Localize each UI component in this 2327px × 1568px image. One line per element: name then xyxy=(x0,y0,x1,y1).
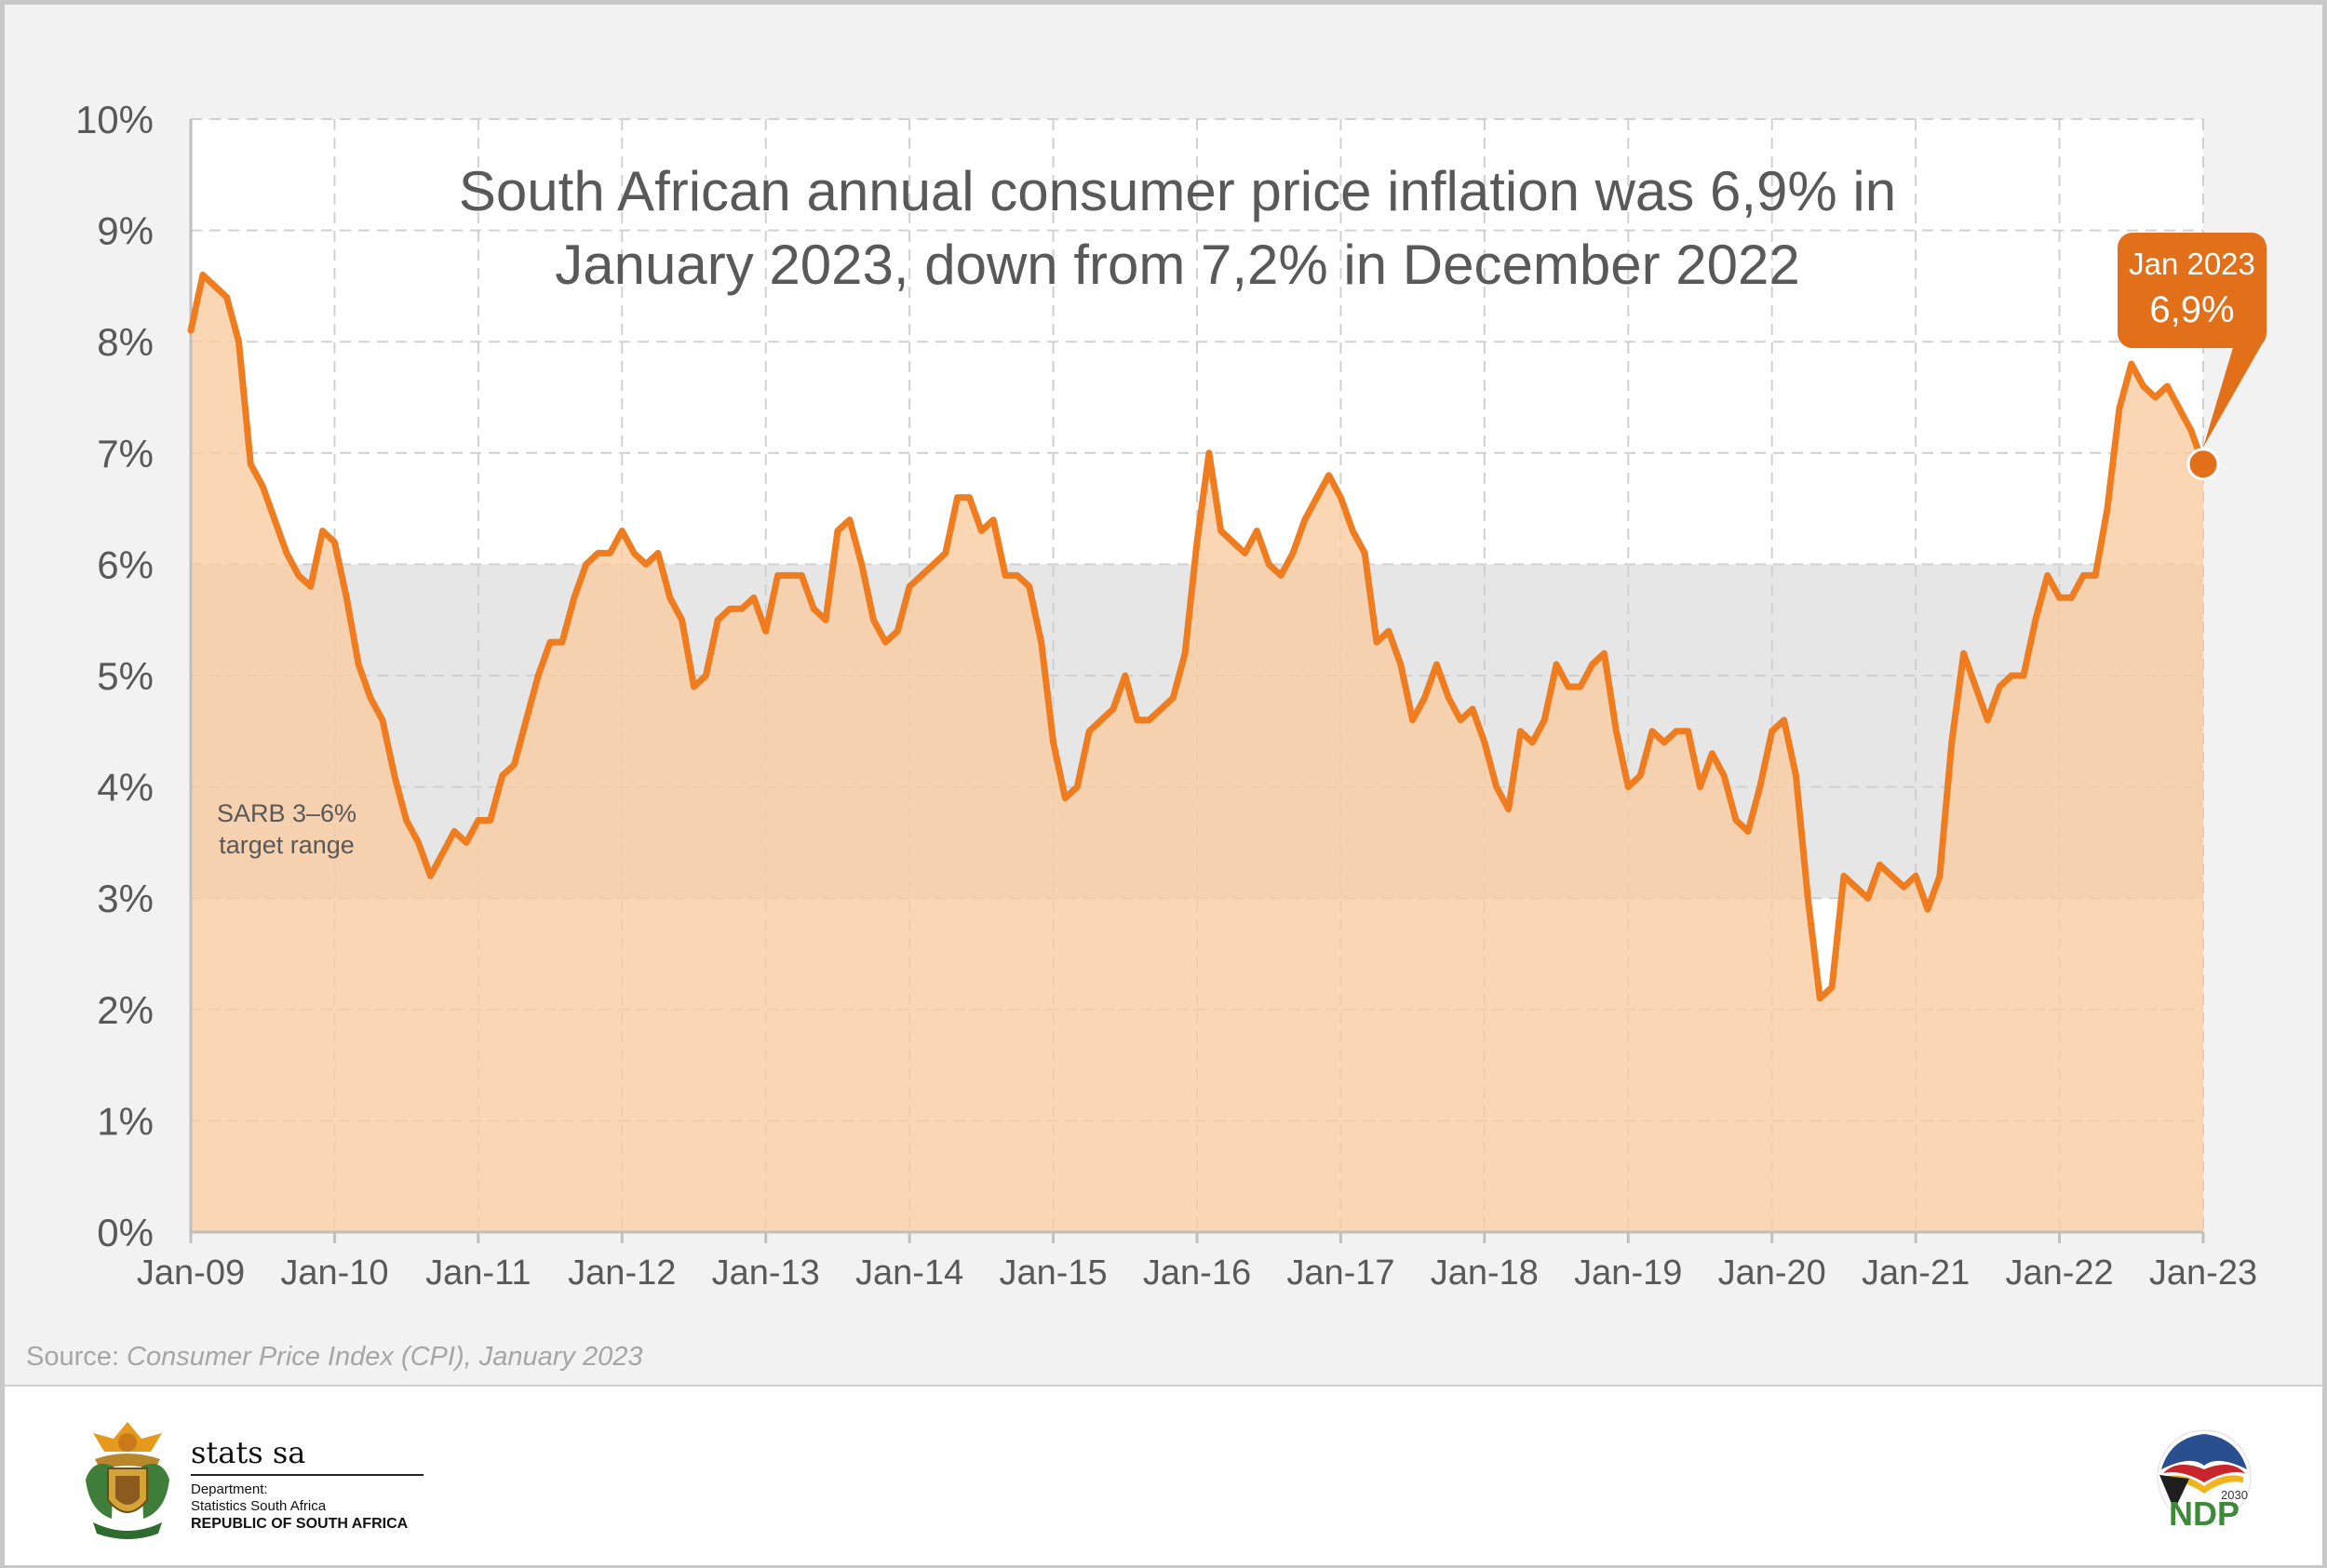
chart-title-line-2: January 2023, down from 7,2% in December… xyxy=(555,234,1799,296)
series-line xyxy=(187,271,2207,1002)
y-tick-label: 1% xyxy=(97,1099,154,1143)
brand-name: stats sa xyxy=(191,1435,424,1476)
ndp-year: 2030 xyxy=(2221,1488,2248,1502)
coat-of-arms-logo xyxy=(86,1422,169,1539)
brand-agency: Statistics South Africa xyxy=(191,1498,327,1514)
brand-department: Department: xyxy=(191,1481,268,1497)
y-tick-label: 8% xyxy=(97,320,154,364)
x-tick-label: Jan-20 xyxy=(1718,1253,1826,1293)
statssa-brand: stats sa Department: Statistics South Af… xyxy=(191,1435,424,1534)
y-tick-label: 0% xyxy=(97,1211,154,1254)
x-tick-label: Jan-09 xyxy=(137,1253,245,1293)
target-band-label-line-2: target range xyxy=(219,831,355,859)
x-tick-label: Jan-18 xyxy=(1431,1253,1539,1293)
inflation-chart: 0% 1% 2% 3% 4% 5% 6% 7% 8% 9% 10% Jan-09 Jan-10 Jan-… xyxy=(75,98,2266,1293)
x-tick-label: Jan-14 xyxy=(855,1253,963,1293)
x-tick-label: Jan-17 xyxy=(1286,1253,1394,1293)
target-band-label-line-1: SARB 3–6% xyxy=(217,799,356,827)
y-tick-label: 10% xyxy=(75,98,154,141)
x-tick-label: Jan-15 xyxy=(999,1253,1107,1293)
series-area xyxy=(191,275,2203,1232)
chart-title-line-1: South African annual consumer price infl… xyxy=(459,160,1896,222)
y-tick-label: 6% xyxy=(97,543,154,586)
latest-point-marker xyxy=(2186,448,2220,481)
y-tick-label: 2% xyxy=(97,988,154,1032)
brand-country: REPUBLIC OF SOUTH AFRICA xyxy=(191,1516,409,1532)
x-tick-label: Jan-21 xyxy=(1862,1253,1970,1293)
x-tick-label: Jan-13 xyxy=(712,1253,820,1293)
x-tick-label: Jan-23 xyxy=(2149,1253,2257,1293)
callout-value: 6,9% xyxy=(2149,289,2234,330)
x-tick-label: Jan-22 xyxy=(2005,1253,2113,1293)
ndp-text: NDP xyxy=(2169,1494,2240,1531)
y-tick-label: 9% xyxy=(97,209,154,253)
x-tick-label: Jan-11 xyxy=(425,1253,531,1293)
y-tick-label: 7% xyxy=(97,432,154,476)
source-note: Source: Consumer Price Index (CPI), Janu… xyxy=(26,1342,642,1373)
callout-bubble xyxy=(2203,344,2262,448)
source-title: Consumer Price Index (CPI), January 2023 xyxy=(127,1342,643,1372)
y-tick-label: 3% xyxy=(97,877,154,920)
y-tick-label: 4% xyxy=(97,766,154,810)
x-tick-label: Jan-19 xyxy=(1574,1253,1682,1293)
ndp-2030-logo: 2030 NDP xyxy=(2157,1429,2252,1531)
y-tick-label: 5% xyxy=(97,654,154,698)
callout-box xyxy=(2118,233,2266,348)
x-tick-label: Jan-10 xyxy=(280,1253,388,1293)
latest-value-callout: Jan 2023 6,9% xyxy=(2118,233,2266,448)
x-tick-label: Jan-16 xyxy=(1143,1253,1251,1293)
x-tick-label: Jan-12 xyxy=(568,1253,676,1293)
callout-label: Jan 2023 xyxy=(2129,247,2255,281)
source-prefix: Source: xyxy=(26,1342,127,1372)
